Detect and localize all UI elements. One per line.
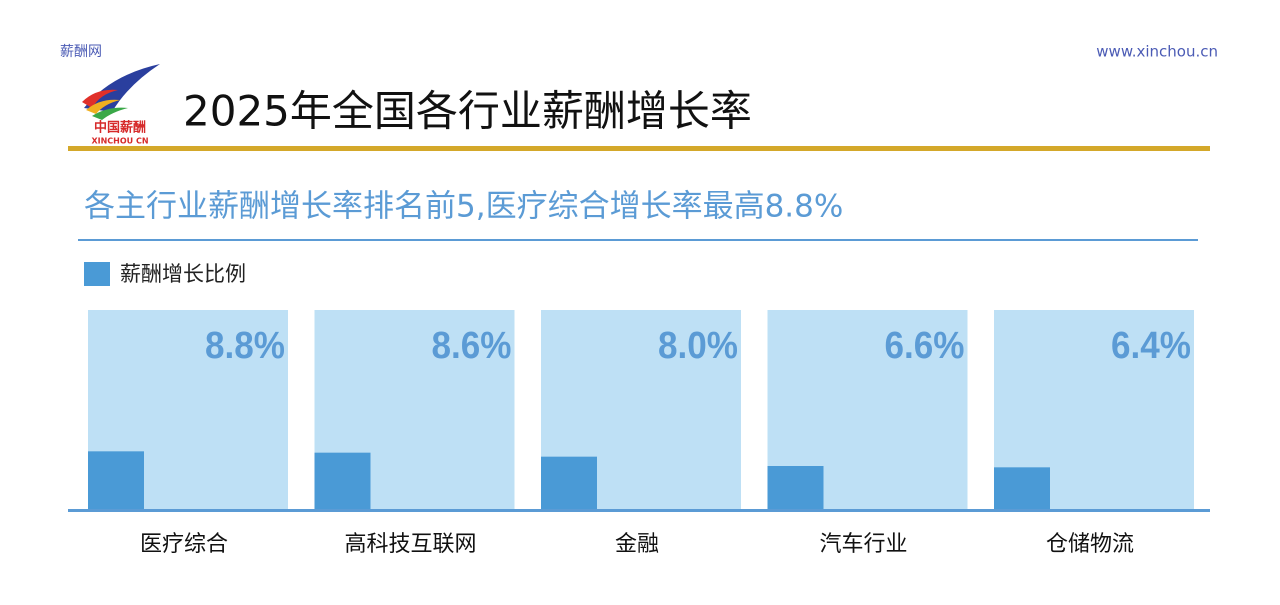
logo-swoosh bbox=[82, 89, 118, 108]
logo-subtext: XINCHOU CN bbox=[91, 137, 148, 146]
x-tick-label: 仓储物流 bbox=[1046, 532, 1134, 557]
x-tick-label: 高科技互联网 bbox=[344, 532, 476, 557]
value-label: 6.6% bbox=[885, 325, 965, 367]
title-rule bbox=[68, 146, 1210, 151]
logo-swoosh bbox=[92, 107, 128, 120]
logo-swoosh bbox=[86, 99, 120, 114]
x-tick-label: 金融 bbox=[615, 532, 659, 557]
plot: 8.8% 医疗综合 8.6% 高科技互联网 8.0% 金融 6.6% 汽车行业 6.4% 仓储物流 bbox=[68, 310, 1210, 557]
legend-label: 薪酬增长比例 bbox=[120, 262, 246, 286]
legend-swatch bbox=[84, 262, 110, 286]
logo: 中国薪酬 XINCHOU CN bbox=[82, 64, 160, 146]
site-url[interactable]: www.xinchou.cn bbox=[1096, 43, 1218, 61]
bar bbox=[541, 456, 597, 510]
baseline bbox=[68, 509, 1210, 512]
x-tick-label: 医疗综合 bbox=[140, 532, 228, 557]
x-tick-label: 汽车行业 bbox=[819, 532, 907, 557]
bar bbox=[314, 452, 371, 510]
value-label: 6.4% bbox=[1111, 325, 1191, 367]
bar bbox=[994, 467, 1050, 510]
bar bbox=[88, 451, 144, 510]
value-label: 8.0% bbox=[658, 325, 738, 367]
value-label: 8.6% bbox=[432, 325, 512, 367]
bar bbox=[767, 466, 824, 510]
chart-subtitle: 各主行业薪酬增长率排名前5,医疗综合增长率最高8.8% bbox=[84, 189, 843, 225]
logo-text: 中国薪酬 bbox=[94, 120, 146, 136]
value-label: 8.8% bbox=[205, 325, 285, 367]
chart-title: 2025年全国各行业薪酬增长率 bbox=[183, 87, 752, 136]
logo-swoosh bbox=[84, 64, 160, 112]
site-name: 薪酬网 bbox=[60, 44, 102, 60]
subtitle-rule bbox=[78, 239, 1198, 241]
